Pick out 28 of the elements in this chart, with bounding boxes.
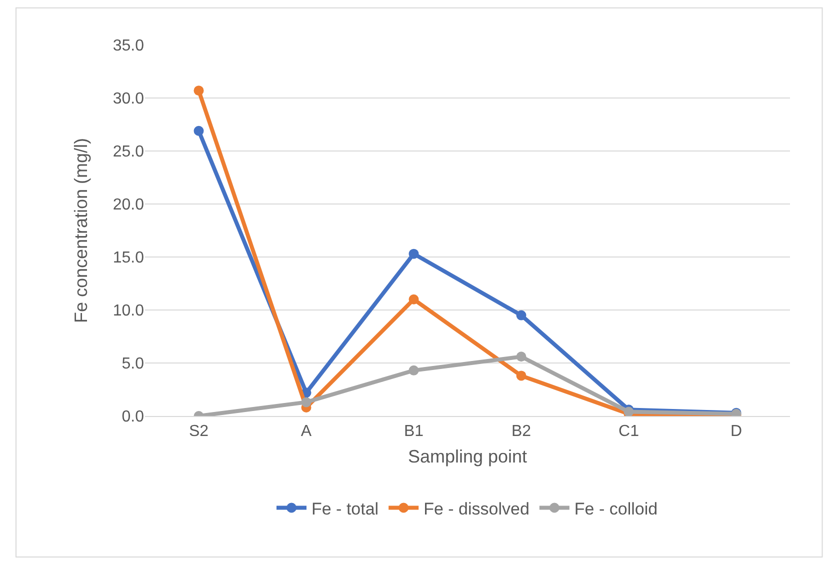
- x-tick-label: B1: [404, 423, 424, 440]
- point: [408, 294, 419, 304]
- point: [301, 397, 312, 408]
- y-tick-label: 10.0: [112, 302, 144, 320]
- point: [408, 365, 419, 376]
- point: [516, 370, 526, 381]
- y-tick-label: 5.0: [122, 356, 144, 373]
- point: [516, 310, 526, 320]
- x-tick-label: D: [730, 423, 742, 440]
- point: [194, 86, 204, 96]
- point: [194, 126, 204, 136]
- y-tick-label: 20.0: [112, 196, 144, 214]
- legend-label: Fe - colloid: [574, 499, 658, 518]
- x-tick-label: S2: [188, 423, 209, 440]
- x-tick-label: B2: [511, 423, 532, 440]
- x-tick-label: A: [300, 423, 312, 440]
- y-tick-label: 30.0: [112, 90, 144, 108]
- x-tick-label: C1: [618, 423, 640, 440]
- y-tick-label: 15.0: [112, 250, 144, 267]
- legend-label: Fe - total: [312, 499, 379, 518]
- y-tick-label: 0.0: [122, 408, 144, 426]
- legend-label: Fe - dissolved: [424, 499, 530, 518]
- point: [408, 248, 419, 259]
- x-axis-title: Sampling point: [408, 446, 528, 466]
- y-tick-label: 25.0: [112, 144, 144, 161]
- y-axis-title: Fe concentration (mg/l): [71, 138, 92, 324]
- point: [516, 352, 526, 362]
- y-tick-label: 35.0: [112, 38, 144, 55]
